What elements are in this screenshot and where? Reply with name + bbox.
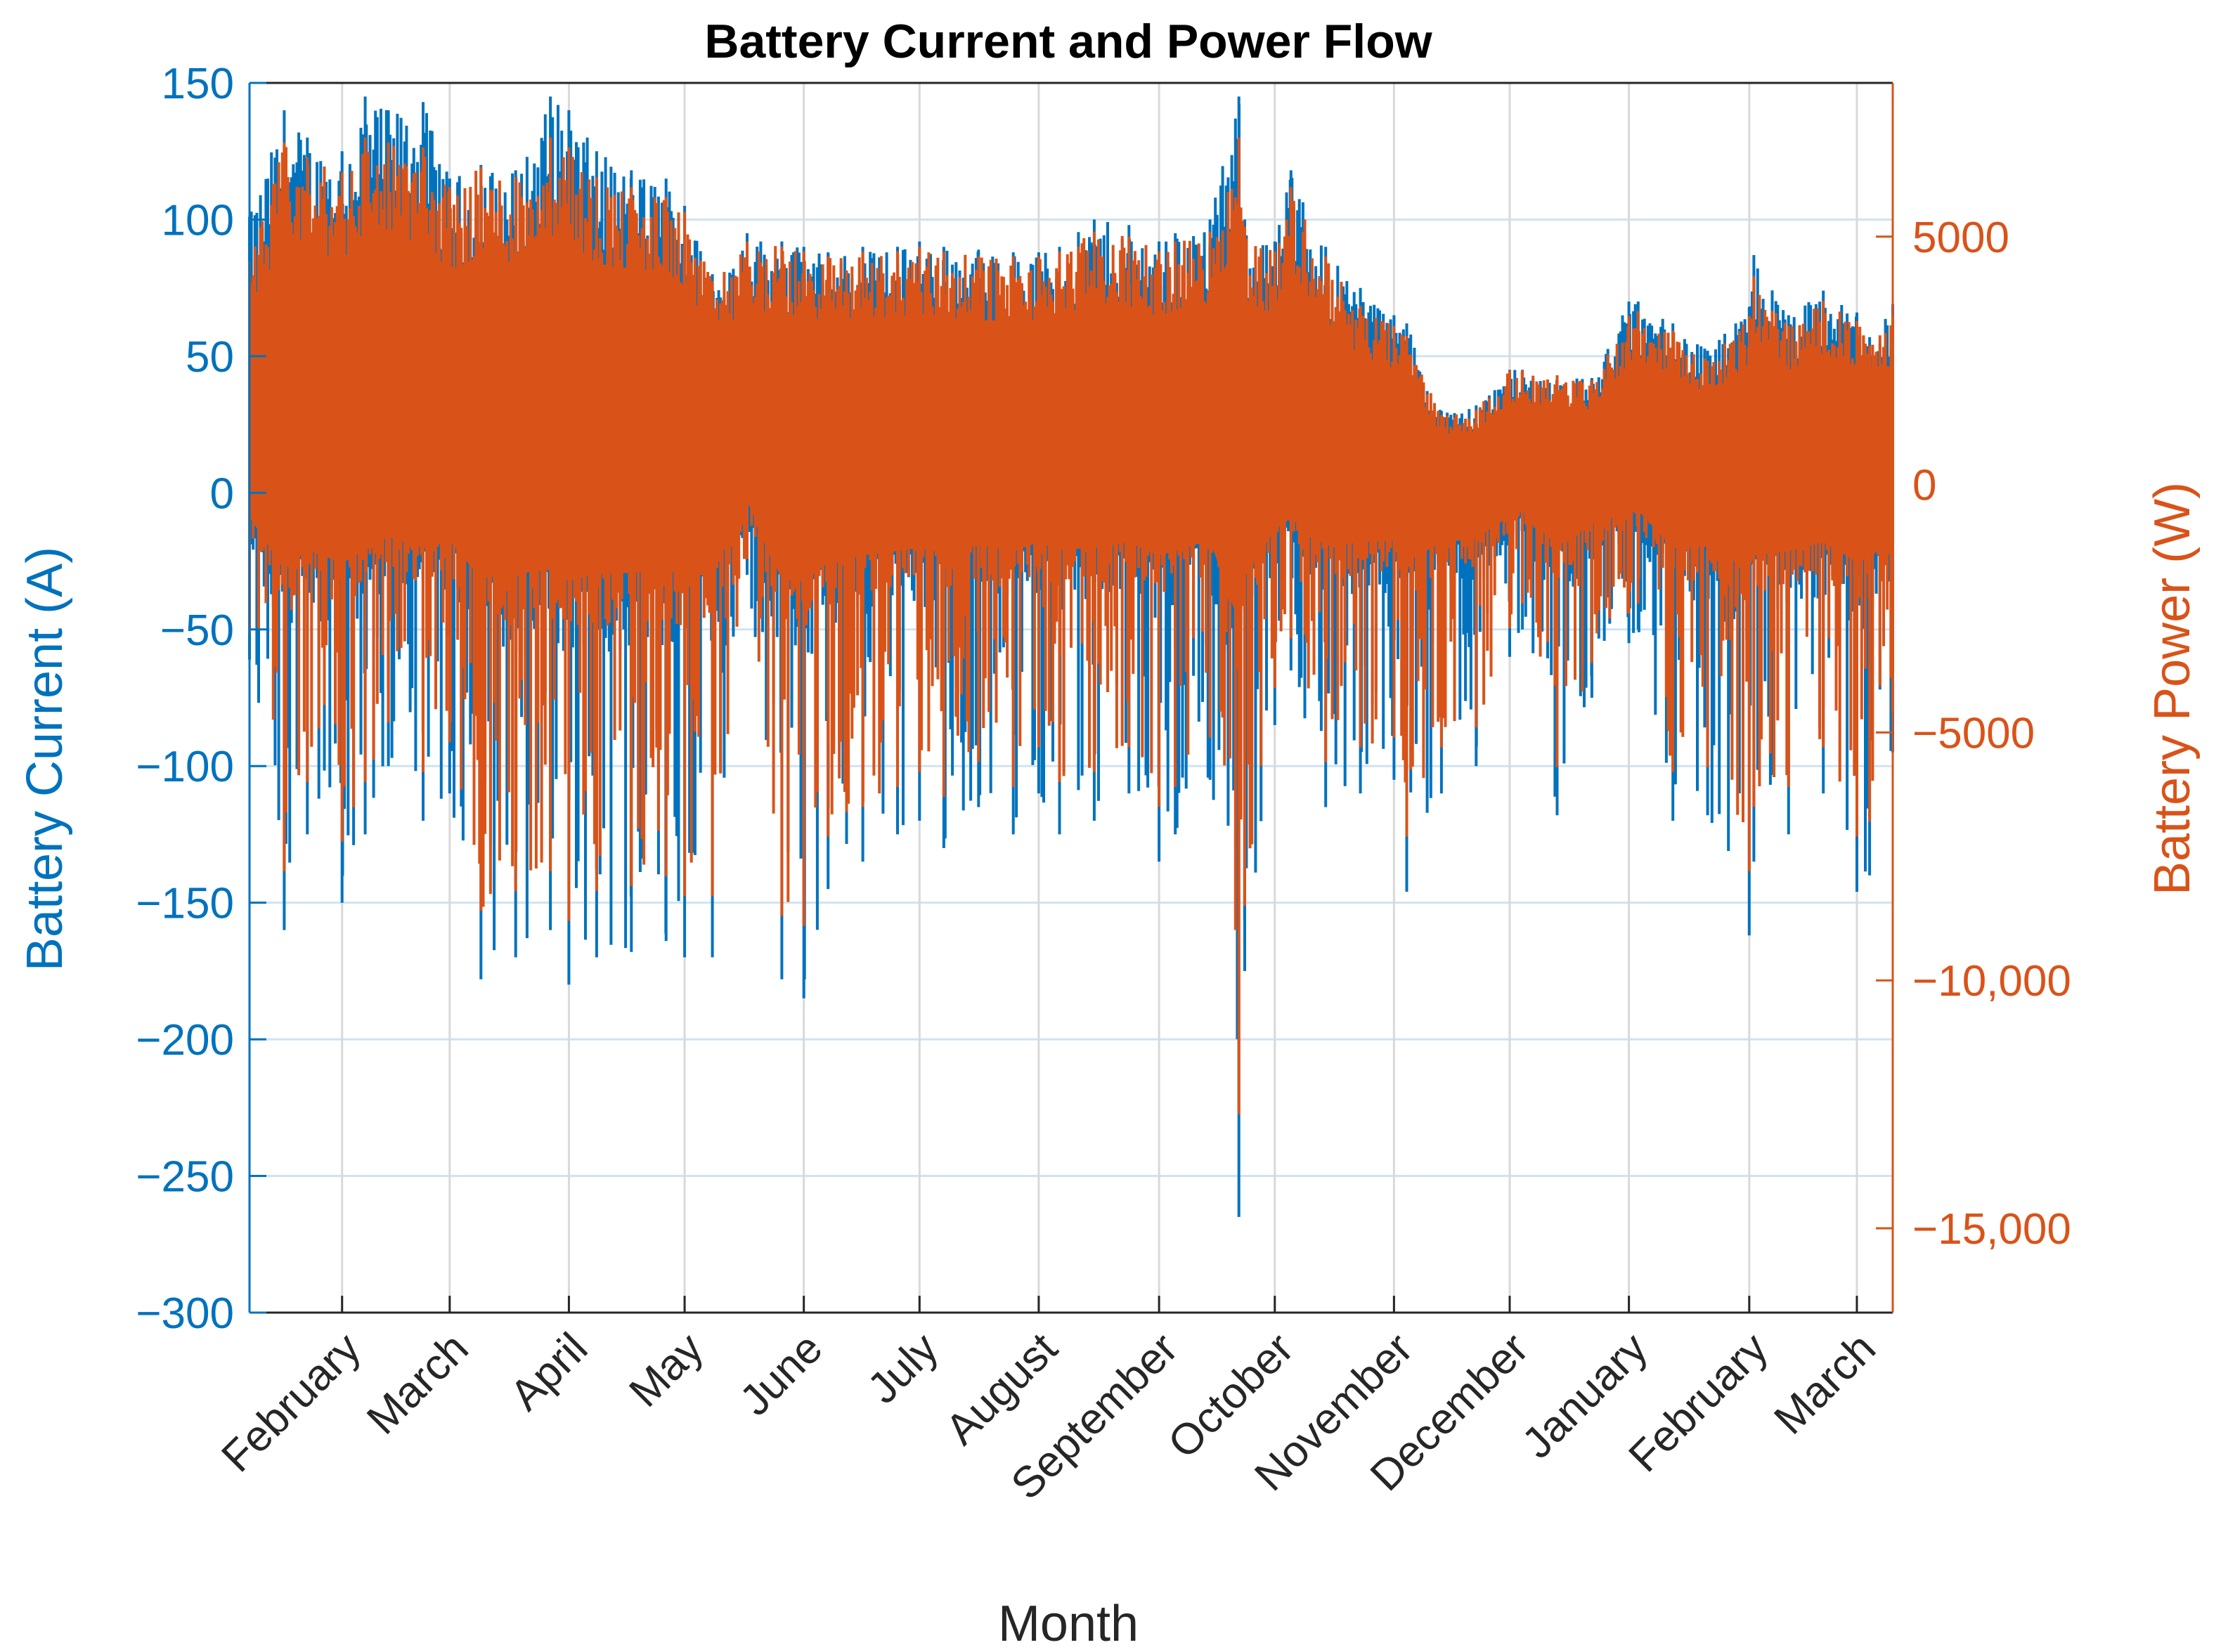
left-y-tick-label: 100 xyxy=(162,196,234,245)
chart-title: Battery Current and Power Flow xyxy=(704,15,1432,68)
right-y-tick-label: −5000 xyxy=(1912,709,2035,757)
left-y-tick-label: −100 xyxy=(136,743,234,791)
axes xyxy=(248,82,1894,1314)
left-y-tick-label: −50 xyxy=(160,606,234,655)
right-y-tick-label: 0 xyxy=(1912,462,1936,510)
left-y-tick-label: −300 xyxy=(136,1289,234,1338)
left-y-axis-label: Battery Current (A) xyxy=(17,547,73,971)
left-y-tick-label: 150 xyxy=(162,60,234,108)
right-y-axis-label: Battery Power (W) xyxy=(2144,482,2201,895)
plot-series xyxy=(248,96,1894,1217)
left-y-tick-label: −150 xyxy=(136,880,234,928)
x-axis-label: Month xyxy=(998,1596,1139,1652)
left-y-tick-label: 50 xyxy=(186,333,234,382)
right-y-tick-label: 5000 xyxy=(1912,214,2009,262)
right-y-tick-label: −10,000 xyxy=(1912,957,2071,1006)
left-y-tick-label: −250 xyxy=(136,1153,234,1202)
right-y-tick-label: −15,000 xyxy=(1912,1205,2071,1254)
left-y-tick-label: 0 xyxy=(210,469,234,518)
left-y-tick-label: −200 xyxy=(136,1016,234,1065)
